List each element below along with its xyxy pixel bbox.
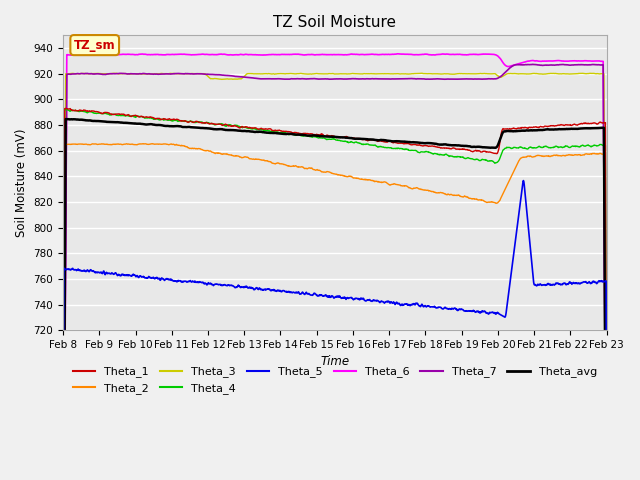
Line: Theta_3: Theta_3 bbox=[63, 73, 607, 480]
Theta_7 bbox=[167, 71, 175, 77]
Theta_7 bbox=[241, 74, 248, 80]
Text: TZ_sm: TZ_sm bbox=[74, 38, 116, 52]
Theta_2 bbox=[167, 141, 175, 147]
Line: Theta_6: Theta_6 bbox=[63, 54, 607, 480]
Theta_2 bbox=[490, 200, 498, 205]
Theta_3 bbox=[418, 71, 426, 76]
Theta_6 bbox=[241, 52, 248, 58]
Theta_3 bbox=[241, 73, 248, 79]
Theta_avg bbox=[490, 145, 498, 151]
Theta_avg bbox=[420, 140, 428, 146]
Theta_2 bbox=[538, 153, 546, 159]
Theta_6 bbox=[490, 52, 498, 58]
Theta_1 bbox=[180, 118, 188, 124]
Title: TZ Soil Moisture: TZ Soil Moisture bbox=[273, 15, 396, 30]
Theta_7 bbox=[529, 61, 536, 67]
Theta_5 bbox=[490, 311, 498, 316]
Line: Theta_avg: Theta_avg bbox=[63, 119, 607, 480]
Theta_7 bbox=[490, 76, 498, 82]
Theta_3 bbox=[167, 71, 175, 76]
Theta_1 bbox=[167, 117, 175, 122]
Theta_5 bbox=[520, 178, 527, 183]
Theta_5 bbox=[419, 303, 427, 309]
Theta_avg bbox=[241, 128, 249, 134]
Theta_5 bbox=[180, 279, 188, 285]
Theta_2 bbox=[241, 154, 249, 160]
Theta_4 bbox=[490, 160, 498, 166]
Line: Theta_7: Theta_7 bbox=[63, 64, 607, 480]
Theta_5 bbox=[167, 277, 175, 283]
Theta_3 bbox=[420, 71, 428, 76]
Theta_4 bbox=[63, 107, 71, 112]
Theta_1 bbox=[62, 106, 70, 111]
X-axis label: Time: Time bbox=[320, 355, 349, 369]
Theta_avg bbox=[167, 123, 175, 129]
Theta_1 bbox=[538, 124, 546, 130]
Line: Theta_1: Theta_1 bbox=[63, 108, 607, 480]
Line: Theta_5: Theta_5 bbox=[63, 180, 607, 480]
Theta_3 bbox=[180, 71, 188, 76]
Theta_avg bbox=[538, 127, 546, 133]
Line: Theta_2: Theta_2 bbox=[63, 144, 607, 480]
Theta_3 bbox=[490, 71, 498, 77]
Theta_1 bbox=[490, 150, 498, 156]
Theta_avg bbox=[180, 124, 188, 130]
Theta_1 bbox=[420, 143, 428, 149]
Theta_4 bbox=[167, 118, 175, 123]
Theta_2 bbox=[148, 141, 156, 146]
Theta_2 bbox=[420, 187, 428, 192]
Theta_4 bbox=[538, 144, 546, 150]
Theta_6 bbox=[167, 52, 175, 58]
Theta_2 bbox=[180, 143, 188, 149]
Theta_1 bbox=[241, 124, 249, 130]
Theta_7 bbox=[538, 62, 546, 68]
Theta_5 bbox=[538, 282, 546, 288]
Theta_6 bbox=[395, 51, 403, 57]
Theta_6 bbox=[538, 58, 546, 64]
Theta_6 bbox=[180, 51, 188, 57]
Legend: Theta_1, Theta_2, Theta_3, Theta_4, Theta_5, Theta_6, Theta_7, Theta_avg: Theta_1, Theta_2, Theta_3, Theta_4, Thet… bbox=[68, 362, 601, 398]
Theta_4 bbox=[180, 119, 188, 124]
Theta_3 bbox=[538, 71, 546, 77]
Theta_4 bbox=[420, 149, 428, 155]
Theta_7 bbox=[419, 76, 427, 82]
Theta_5 bbox=[241, 285, 248, 290]
Theta_avg bbox=[62, 116, 70, 122]
Y-axis label: Soil Moisture (mV): Soil Moisture (mV) bbox=[15, 129, 28, 237]
Theta_7 bbox=[180, 71, 188, 77]
Theta_4 bbox=[241, 124, 249, 130]
Theta_6 bbox=[420, 51, 428, 57]
Line: Theta_4: Theta_4 bbox=[63, 109, 607, 480]
